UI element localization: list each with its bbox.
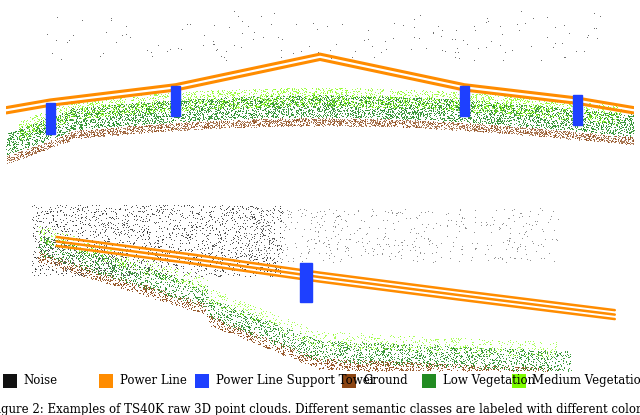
FancyBboxPatch shape [422,374,436,388]
Bar [172,85,180,116]
Bar [573,95,582,125]
Text: Ground: Ground [363,374,408,387]
FancyBboxPatch shape [342,374,356,388]
Bar [46,103,54,134]
FancyBboxPatch shape [195,374,209,388]
Text: Power Line: Power Line [120,374,186,387]
Text: Noise: Noise [24,374,58,387]
Text: Figure 2: Examples of TS40K raw 3D point clouds. Different semantic classes are : Figure 2: Examples of TS40K raw 3D point… [0,403,640,415]
Text: Medium Vegetation: Medium Vegetation [532,374,640,387]
FancyBboxPatch shape [512,374,526,388]
FancyBboxPatch shape [99,374,113,388]
Bar [460,85,468,116]
Text: Power Line Support Tower: Power Line Support Tower [216,374,375,387]
FancyBboxPatch shape [3,374,17,388]
Text: Low Vegetation: Low Vegetation [443,374,535,387]
Bar [300,263,312,302]
